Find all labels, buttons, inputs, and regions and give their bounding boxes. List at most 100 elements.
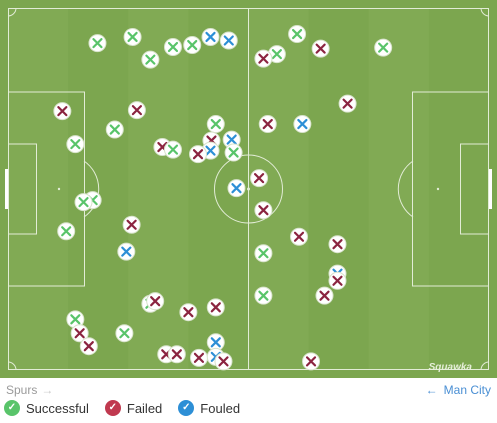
x-icon [305, 356, 317, 367]
event-marker-successful[interactable] [183, 36, 202, 55]
event-marker-successful[interactable] [66, 135, 85, 154]
event-marker-failed[interactable] [302, 352, 321, 371]
event-marker-successful[interactable] [267, 45, 286, 64]
event-marker-failed[interactable] [328, 235, 347, 254]
event-marker-successful[interactable] [105, 120, 124, 139]
arrow-left-icon: ← [425, 383, 438, 397]
x-icon [126, 219, 137, 230]
event-marker-failed[interactable] [127, 101, 146, 120]
event-marker-successful[interactable] [224, 143, 243, 162]
event-marker-successful[interactable] [254, 286, 273, 305]
legend-failed-label: Failed [126, 400, 163, 416]
event-marker-fouled[interactable] [206, 333, 225, 352]
x-icon [342, 98, 353, 109]
x-icon [167, 41, 179, 53]
x-icon [210, 337, 221, 348]
x-icon [291, 28, 303, 40]
x-icon [319, 290, 330, 301]
event-marker-successful[interactable] [141, 50, 160, 69]
event-marker-failed[interactable] [311, 39, 330, 58]
pitch-lines [5, 7, 492, 371]
event-marker-failed[interactable] [290, 227, 309, 246]
x-icon [131, 105, 143, 116]
event-marker-fouled[interactable] [293, 115, 312, 134]
x-icon [205, 31, 216, 43]
x-icon [70, 139, 81, 150]
pitch-stripe [248, 8, 309, 370]
x-icon [210, 118, 221, 130]
left-goal [5, 169, 8, 209]
pitch-chart: Squawka [0, 0, 497, 378]
event-marker-fouled[interactable] [227, 179, 246, 198]
event-marker-fouled[interactable] [219, 31, 238, 50]
away-team-label[interactable]: ← Man City [426, 383, 491, 397]
x-icon: ✓ [104, 400, 121, 416]
event-marker-failed[interactable] [258, 115, 277, 134]
event-marker-successful[interactable] [163, 140, 182, 159]
event-marker-failed[interactable] [250, 169, 269, 188]
event-marker-failed[interactable] [53, 102, 72, 121]
x-icon [218, 356, 229, 367]
event-marker-successful[interactable] [115, 324, 134, 343]
corner-arc [7, 7, 17, 17]
event-marker-successful[interactable] [57, 222, 76, 241]
right-goal-area [460, 143, 489, 235]
event-marker-failed[interactable] [189, 348, 208, 367]
event-marker-successful[interactable] [206, 115, 225, 134]
event-marker-successful[interactable] [123, 27, 142, 46]
x-icon [332, 275, 343, 286]
event-marker-failed[interactable] [188, 145, 207, 164]
event-marker-fouled[interactable] [201, 27, 220, 46]
x-icon [127, 31, 138, 43]
event-marker-failed[interactable] [122, 215, 141, 234]
event-marker-failed[interactable] [214, 352, 233, 371]
home-team-name: Spurs [6, 383, 38, 397]
x-icon [332, 239, 343, 250]
legend-successful: ✓ Successful [4, 400, 89, 416]
x-icon [61, 226, 72, 237]
event-marker-failed[interactable] [254, 201, 273, 220]
legend-fouled-label: Fouled [200, 400, 241, 416]
x-icon [262, 118, 273, 130]
event-marker-successful[interactable] [88, 34, 107, 53]
arrow-right-icon: → [41, 383, 54, 397]
x-icon [271, 49, 282, 60]
x-icon [223, 35, 234, 46]
event-marker-failed[interactable] [79, 337, 98, 356]
event-marker-successful[interactable] [163, 37, 182, 56]
event-marker-failed[interactable] [146, 292, 165, 311]
event-marker-failed[interactable] [338, 94, 357, 113]
x-icon [92, 38, 103, 49]
away-team-name[interactable]: Man City [443, 383, 491, 397]
x-icon [378, 42, 389, 53]
event-marker-fouled[interactable] [117, 242, 136, 261]
event-marker-fouled[interactable] [222, 130, 241, 149]
event-marker-failed[interactable] [206, 298, 225, 317]
x-icon [231, 183, 242, 194]
pitch-svg: Squawka [0, 0, 497, 378]
x-icon [228, 147, 239, 158]
event-marker-successful[interactable] [254, 244, 273, 263]
x-icon [253, 173, 265, 184]
event-marker-failed[interactable] [328, 271, 347, 290]
event-marker-failed[interactable] [70, 324, 89, 343]
event-marker-failed[interactable] [254, 49, 273, 68]
x-icon [167, 144, 179, 155]
legend-failed: ✓ Failed [104, 400, 163, 416]
event-marker-successful[interactable] [374, 38, 393, 57]
right-penalty-arc [397, 160, 414, 218]
chevron-icon: ✓ [178, 400, 195, 416]
event-marker-successful[interactable] [288, 25, 307, 44]
x-icon [193, 352, 205, 363]
x-icon [293, 231, 305, 242]
x-icon [145, 54, 156, 65]
event-marker-failed[interactable] [315, 286, 334, 305]
x-icon [210, 302, 221, 313]
event-marker-successful[interactable] [74, 193, 93, 212]
x-icon [78, 196, 89, 208]
x-icon [258, 205, 269, 216]
home-team-label: Spurs → [6, 383, 53, 397]
event-marker-failed[interactable] [179, 303, 198, 322]
event-marker-failed[interactable] [167, 345, 186, 364]
legend: ✓ Successful ✓ Failed ✓ Fouled [4, 400, 256, 416]
